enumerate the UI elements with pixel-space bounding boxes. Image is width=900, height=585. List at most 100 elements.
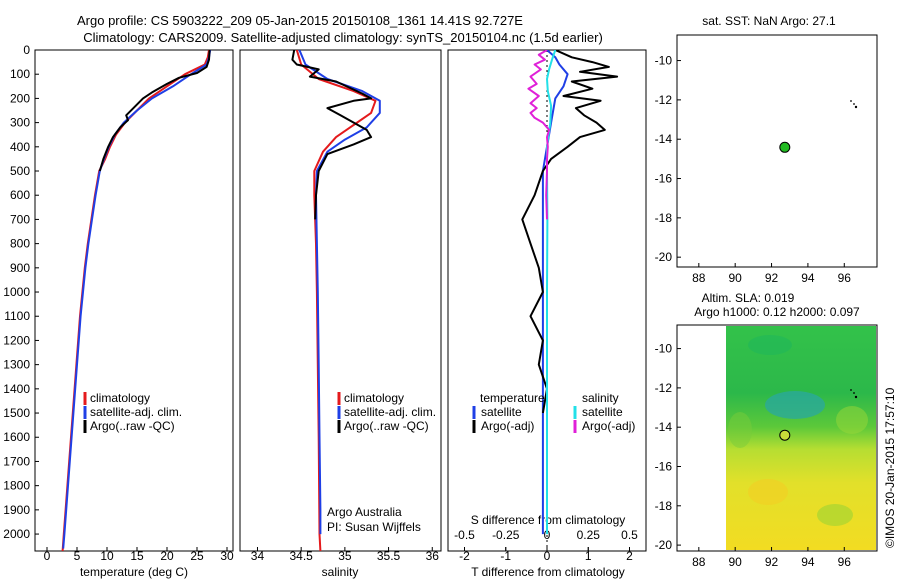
x-tick-label: 0 [544,549,551,563]
depth-tick-label: 800 [10,237,30,251]
depth-tick-label: 1200 [3,333,30,347]
salinity-legend: climatology satellite-adj. clim. Argo(..… [337,391,436,433]
x-tick-label: 34 [251,549,265,563]
temperature-xlabel: temperature (deg C) [80,565,188,579]
x-tick-label: 25 [190,549,204,563]
series-line [298,50,381,535]
x-tick-label: 35 [338,549,352,563]
map2-title-line1: Altim. SLA: 0.019 [702,291,795,305]
map1-axes: 88 90 92 94 96 -10 -12 -14 -16 -18 -20 [655,54,852,285]
depth-tick-label: 1300 [3,358,30,372]
depth-tick-label: 1700 [3,454,30,468]
map1-title: sat. SST: NaN Argo: 27.1 [702,14,836,28]
depth-tick-label: 0 [23,43,30,57]
map-x-tick-label: 90 [729,555,743,569]
map-y-tick-label: -20 [655,538,673,552]
depth-tick-label: 1000 [3,285,30,299]
depth-tick-label: 1400 [3,382,30,396]
salinity-xlabel: salinity [322,565,359,579]
x-tick-label: 1 [585,549,592,563]
map-x-tick-label: 94 [801,555,815,569]
legend-clim-label: climatology [90,391,150,405]
temperature-plot-frame [34,49,234,552]
series-line [61,50,210,551]
difference-lines [521,50,619,535]
map-x-tick-label: 92 [765,271,779,285]
map2-track [850,389,858,399]
map-x-tick-label: 96 [838,271,852,285]
x-tick-label: -2 [459,549,470,563]
depth-tick-label: 2000 [3,527,30,541]
x-tick-label: 5 [74,549,81,563]
legend-sat-label: satellite-adj. clim. [90,405,182,419]
salinity-lines [291,50,381,551]
x-tick-label: -0.25 [492,528,520,542]
x-tick-label: 0.5 [621,528,638,542]
x-tick-label: 2 [626,549,633,563]
series-line [295,50,377,551]
depth-tick-label: 100 [10,67,30,81]
depth-tick-label: 1900 [3,503,30,517]
depth-tick-label: 1600 [3,430,30,444]
map-y-tick-label: -18 [655,211,673,225]
salinity-plot-frame [239,49,442,552]
x-tick-label: 10 [100,549,114,563]
map2-title-line2: Argo h1000: 0.12 h2000: 0.097 [694,305,860,319]
legend-argo-label: Argo(..raw -QC) [90,419,175,433]
map-y-tick-label: -12 [655,381,673,395]
figure-title-line1: Argo profile: CS 5903222_209 05-Jan-2015… [77,13,523,28]
map-y-tick-label: -12 [655,93,673,107]
salinity-x-axis: 34 34.5 35 35.5 36 [251,547,439,563]
map-y-tick-label: -10 [655,342,673,356]
map-x-tick-label: 90 [729,271,743,285]
legend-t-sat-label: satellite [481,405,522,419]
series-line [546,50,557,535]
legend-s-argo-label: Argo(-adj) [582,419,635,433]
imos-credit: ©IMOS 20-Jan-2015 17:57:10 [883,387,897,548]
depth-tick-label: 1100 [4,309,30,323]
map-y-tick-label: -16 [655,172,673,186]
series-line [291,50,373,220]
x-tick-label: -0.5 [454,528,475,542]
temperature-legend: climatology satellite-adj. clim. Argo(..… [83,391,182,433]
salinity-note-pi: PI: Susan Wijffels [327,520,421,534]
sla-field [726,326,876,550]
series-line [62,50,212,549]
x-tick-label: 15 [130,549,144,563]
map1-frame [676,34,878,268]
map2-axes: 88 90 92 94 96 -10 -12 -14 -16 -18 -20 [655,342,852,569]
x-tick-label: -1 [500,549,511,563]
legend-salinity-title: salinity [582,391,619,405]
difference-xlabel: T difference from climatology [471,565,625,579]
depth-tick-label: 400 [10,140,30,154]
series-line [98,50,211,172]
legend-clim-label: climatology [344,391,404,405]
series-line [521,50,619,414]
temperature-x-axis: 0 5 10 15 20 25 30 [44,547,234,563]
x-tick-label: 35.5 [377,549,401,563]
depth-tick-label: 500 [10,164,30,178]
temperature-lines [61,50,212,551]
map-x-tick-label: 88 [692,271,706,285]
depth-tick-label: 200 [10,91,30,105]
map-y-tick-label: -14 [655,420,673,434]
x-tick-label: 36 [426,549,440,563]
map-y-tick-label: -14 [655,132,673,146]
depth-tick-label: 1500 [3,406,30,420]
depth-tick-label: 700 [10,212,30,226]
figure-title-line2: Climatology: CARS2009. Satellite-adjuste… [83,30,603,45]
x-tick-label: 30 [220,549,234,563]
map-x-tick-label: 92 [765,555,779,569]
x-tick-label: 34.5 [289,549,313,563]
legend-sat-label: satellite-adj. clim. [344,405,436,419]
depth-tick-label: 600 [10,188,30,202]
map-y-tick-label: -20 [655,250,673,264]
series-line [527,50,551,220]
map-y-tick-label: -10 [655,54,673,68]
difference-x-axis: -2 -1 0 1 2 [459,547,633,563]
depth-tick-label: 1800 [3,479,30,493]
x-tick-label: 0.25 [577,528,601,542]
legend-argo-label: Argo(..raw -QC) [344,419,429,433]
